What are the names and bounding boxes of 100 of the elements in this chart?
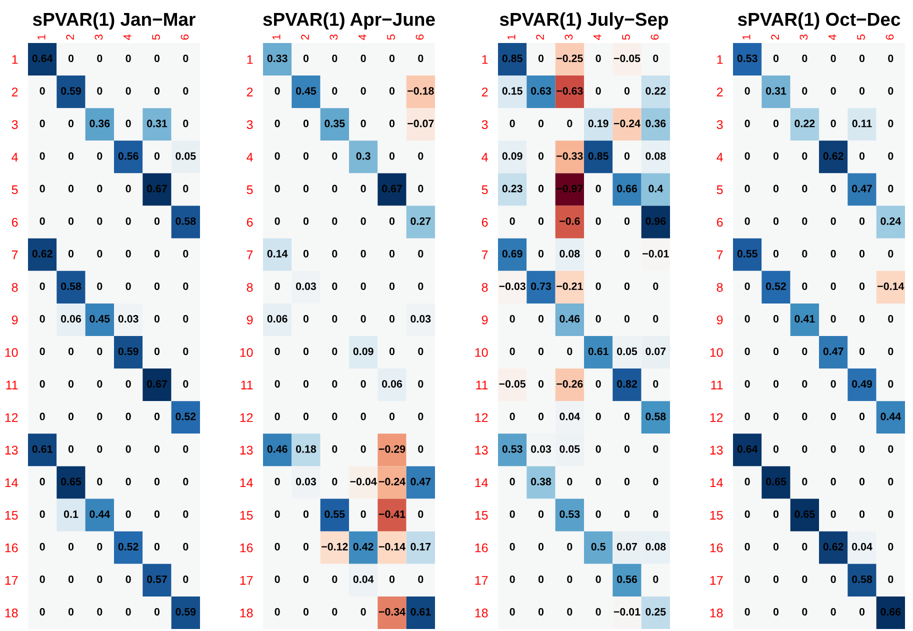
data-label: 0.35	[324, 120, 345, 128]
data-label: 0	[624, 478, 630, 486]
data-label: 0	[154, 54, 160, 62]
data-label: 0	[274, 380, 280, 388]
data-label: 0	[802, 282, 808, 290]
data-label: 0	[183, 542, 188, 550]
data-label: 0.14	[267, 250, 288, 258]
data-label: 0.64	[32, 54, 53, 62]
data-label: 0	[40, 542, 45, 550]
y-tick-label: 10	[5, 348, 18, 357]
data-label: 0	[183, 478, 188, 486]
data-label: 0	[418, 152, 424, 160]
data-label: 0	[888, 445, 894, 453]
data-label: 0.31	[766, 87, 786, 95]
data-label: 0	[802, 608, 808, 616]
data-label: 0.61	[32, 445, 52, 453]
data-label: 0	[830, 87, 836, 95]
data-label: 0.55	[324, 510, 345, 518]
data-label: 0	[303, 542, 309, 550]
data-label: 0	[303, 380, 309, 388]
y-tick-label: 5	[716, 185, 723, 194]
data-label: 0.03	[410, 315, 431, 323]
data-label: 0	[154, 250, 160, 258]
y-tick-label: 15	[240, 510, 253, 520]
y-tick-label: 2	[12, 88, 18, 96]
data-label: 0	[68, 445, 74, 453]
data-label: 0	[97, 348, 102, 356]
y-tick-label: 1	[12, 55, 18, 64]
y-tick-label: 9	[12, 316, 18, 324]
y-tick-label: 6	[482, 218, 488, 227]
data-label: 0	[418, 445, 424, 453]
data-label: 0.15	[502, 87, 522, 95]
data-label: 0	[624, 412, 630, 420]
data-label: 0	[888, 184, 894, 192]
data-label: −0.24	[378, 478, 406, 486]
data-label: 0	[859, 412, 865, 420]
y-tick-label: 13	[475, 446, 488, 455]
data-label: 0	[802, 445, 808, 453]
data-label: 0.09	[502, 152, 522, 160]
data-label: 0	[510, 412, 515, 420]
data-label: 0	[126, 608, 131, 616]
data-label: 0	[538, 412, 544, 420]
data-label: −0.6	[560, 217, 580, 225]
data-label: 0	[744, 412, 750, 420]
data-label: 0.73	[531, 282, 552, 290]
data-label: 0	[389, 217, 395, 225]
x-tick-label: 4	[594, 34, 602, 40]
data-label: 0	[538, 542, 544, 550]
data-label: 0	[389, 348, 395, 356]
data-label: 0	[274, 478, 280, 486]
data-label: 0	[126, 445, 131, 453]
data-label: 0.09	[353, 348, 374, 356]
data-label: 0	[744, 282, 750, 290]
x-tick-label: 3	[94, 34, 103, 40]
data-label: 0	[183, 120, 188, 128]
data-label: 0	[744, 87, 750, 95]
data-label: 0	[183, 282, 188, 290]
data-label: 0	[510, 478, 515, 486]
data-label: 0	[859, 282, 865, 290]
data-label: 0.22	[794, 120, 815, 128]
data-label: −0.14	[378, 542, 406, 550]
data-label: 0	[596, 380, 601, 388]
data-label: 0	[744, 478, 750, 486]
data-label: 0	[126, 87, 131, 95]
y-tick-label: 3	[482, 120, 488, 130]
data-label: 0.96	[646, 217, 666, 225]
data-label: 0	[802, 380, 808, 388]
y-tick-label: 16	[710, 543, 723, 552]
x-tick-label: 2	[771, 34, 779, 40]
data-label: 0	[303, 54, 309, 62]
data-label: 0	[360, 87, 366, 95]
data-label: 0	[859, 348, 865, 356]
data-label: 0	[274, 152, 280, 160]
x-tick-label: 3	[330, 34, 338, 40]
data-label: 0	[653, 54, 658, 62]
y-tick-label: 2	[246, 88, 253, 96]
data-label: 0	[596, 250, 601, 258]
y-tick-label: 18	[240, 608, 253, 618]
data-label: 0	[154, 152, 160, 160]
data-label: 0	[97, 54, 102, 62]
data-label: 0	[97, 184, 102, 192]
data-label: 0	[303, 217, 309, 225]
data-label: 0	[596, 315, 601, 323]
data-label: 0	[68, 250, 74, 258]
y-tick-label: 1	[247, 55, 253, 64]
data-label: 0.03	[296, 282, 316, 290]
data-label: 0.05	[176, 152, 196, 160]
y-tick-label: 6	[716, 218, 723, 227]
data-label: 0	[596, 478, 601, 486]
data-label: 0	[274, 608, 280, 616]
data-label: 0	[332, 348, 338, 356]
y-tick-label: 18	[710, 608, 723, 618]
x-tick-label: 6	[650, 34, 659, 40]
data-label: 0	[567, 478, 572, 486]
data-label: 0	[418, 380, 424, 388]
chart-title: sPVAR(1) July−Sep	[500, 12, 668, 30]
data-label: 0.25	[646, 608, 666, 616]
data-label: 0	[360, 315, 366, 323]
data-label: 0	[510, 510, 515, 518]
data-label: −0.03	[499, 282, 526, 290]
